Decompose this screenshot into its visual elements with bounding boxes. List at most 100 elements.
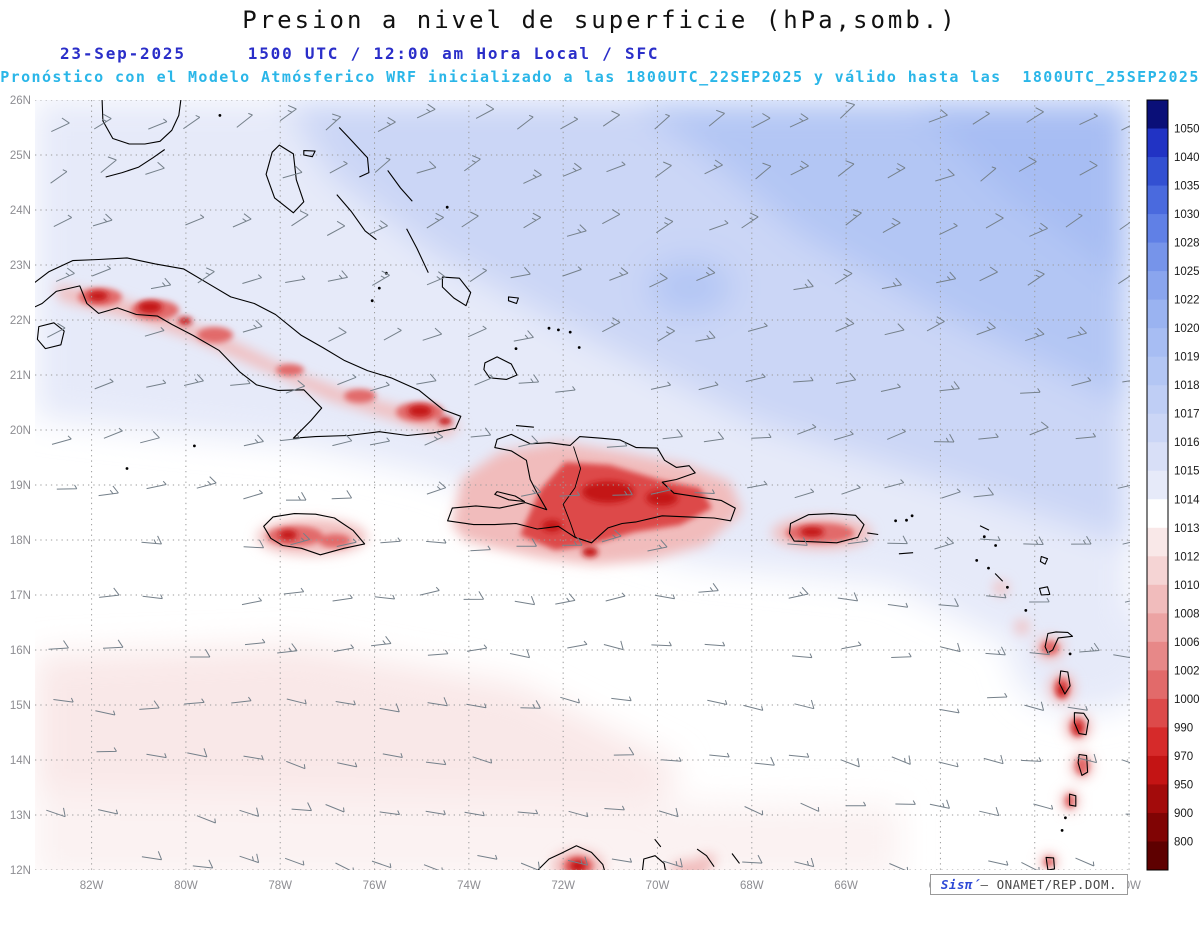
lat-tick-label: 24N bbox=[10, 205, 31, 217]
wind-barb-icon bbox=[837, 160, 855, 177]
colorbar-tick-label: 1040 bbox=[1174, 152, 1200, 164]
colorbar-tick-label: 1022 bbox=[1174, 295, 1200, 307]
lat-tick-label: 16N bbox=[10, 645, 31, 657]
wind-barb-icon bbox=[555, 386, 576, 393]
wind-barb-icon bbox=[102, 639, 124, 649]
wind-barb-icon bbox=[841, 484, 861, 495]
wind-barb-icon bbox=[146, 379, 167, 388]
lat-tick-label: 25N bbox=[10, 150, 31, 162]
wind-barb-icon bbox=[1122, 380, 1130, 383]
shading-blob bbox=[276, 364, 304, 376]
wind-barb-icon bbox=[612, 486, 633, 496]
wind-barb-icon bbox=[1029, 650, 1050, 656]
wind-barb-icon bbox=[562, 266, 582, 277]
colorbar-cell bbox=[1147, 527, 1168, 557]
colorbar-tick-label: 900 bbox=[1174, 808, 1193, 820]
lon-tick-label: 76W bbox=[363, 880, 387, 892]
wind-barb-icon bbox=[282, 165, 303, 179]
wind-barb-icon bbox=[834, 430, 854, 441]
wind-barb-icon bbox=[1029, 222, 1048, 237]
date-label: 23-Sep-2025 bbox=[60, 44, 186, 63]
wind-barb-icon bbox=[708, 109, 725, 127]
coastline-cuba bbox=[35, 257, 462, 439]
wind-barb-icon bbox=[704, 641, 726, 647]
wind-barb-icon bbox=[980, 536, 1001, 541]
islet-dot bbox=[547, 326, 551, 330]
wind-barb-icon bbox=[326, 220, 346, 236]
wind-barb-icon bbox=[978, 433, 999, 440]
shading-blob bbox=[279, 530, 297, 540]
wind-barb-icon bbox=[845, 801, 867, 807]
wind-barb-icon bbox=[337, 374, 357, 386]
pressure-shading bbox=[35, 100, 1130, 870]
axis-labels: 26N 25N 24N 23N 22N 21N 20N 19N 18N 17N 16N 15N 14N 1… bbox=[10, 95, 1141, 892]
wind-barb-icon bbox=[752, 113, 771, 129]
wind-barb-icon bbox=[99, 587, 120, 598]
colorbar-tick-label: 1020 bbox=[1174, 323, 1200, 335]
wind-barb-icon bbox=[56, 484, 78, 490]
colorbar-tick-label: 1028 bbox=[1174, 238, 1200, 250]
wind-barb-icon bbox=[426, 481, 447, 495]
wind-barb-icon bbox=[709, 752, 730, 758]
wind-barb-icon bbox=[523, 212, 542, 229]
islet-dot bbox=[577, 346, 581, 349]
colorbar-cell bbox=[1147, 812, 1168, 842]
wind-barb-icon bbox=[379, 810, 400, 816]
wind-barb-icon bbox=[1021, 757, 1042, 762]
shading-blob bbox=[88, 291, 108, 301]
wind-barb-icon bbox=[1122, 541, 1130, 545]
coastline-eleuthera bbox=[338, 127, 370, 178]
wind-barb-icon bbox=[941, 488, 961, 499]
wind-barb-icon bbox=[709, 220, 729, 231]
wind-barb-icon bbox=[938, 761, 959, 768]
wind-barb-icon bbox=[518, 435, 539, 448]
shading-blob bbox=[910, 100, 1130, 285]
wind-barb-icon bbox=[611, 696, 632, 702]
wind-barb-icon bbox=[755, 162, 772, 180]
wind-barb-icon bbox=[834, 268, 853, 285]
wind-barb-icon bbox=[789, 113, 809, 128]
wind-barb-icon bbox=[891, 652, 912, 658]
wind-barb-icon bbox=[845, 209, 862, 226]
wind-barb-icon bbox=[509, 648, 531, 659]
wind-barb-icon bbox=[416, 103, 436, 119]
islet-dot bbox=[994, 544, 997, 547]
wind-barb-icon bbox=[891, 755, 911, 765]
wind-barb-icon bbox=[973, 487, 994, 498]
colorbar-tick-label: 1002 bbox=[1174, 665, 1200, 677]
wind-barb-icon bbox=[377, 116, 396, 133]
wind-barb-icon bbox=[242, 274, 262, 284]
wind-barb-icon bbox=[146, 753, 167, 759]
colorbar-tick-label: 1016 bbox=[1174, 437, 1200, 449]
shading-blob bbox=[1044, 857, 1054, 867]
lat-tick-label: 14N bbox=[10, 755, 31, 767]
colorbar-tick-label: 970 bbox=[1174, 751, 1193, 763]
wind-barb-icon bbox=[790, 160, 809, 176]
wind-barb-icon bbox=[747, 322, 768, 332]
colorbar-cell bbox=[1147, 556, 1168, 586]
wind-barb-icon bbox=[472, 756, 493, 764]
wind-barb-icon bbox=[466, 644, 488, 652]
wind-barb-icon bbox=[95, 710, 116, 716]
wind-barb-icon bbox=[514, 596, 536, 606]
wind-barb-icon bbox=[187, 748, 208, 758]
wind-barb-icon bbox=[663, 858, 683, 868]
wind-barb-icon bbox=[650, 381, 671, 390]
wind-barb-icon bbox=[51, 435, 72, 445]
wind-barb-icon bbox=[747, 480, 768, 489]
colorbar-cell bbox=[1147, 613, 1168, 643]
wind-barb-icon bbox=[286, 760, 306, 770]
wind-barb-icon bbox=[426, 212, 444, 229]
wind-barb-icon bbox=[656, 217, 674, 234]
wind-barb-icon bbox=[196, 815, 216, 824]
wind-barb-icon bbox=[751, 433, 772, 439]
wind-barb-icon bbox=[647, 539, 668, 552]
wind-barb-icon bbox=[881, 277, 902, 290]
wind-barb-icon bbox=[150, 277, 172, 290]
wind-barb-icon bbox=[100, 156, 117, 173]
wind-barb-icon bbox=[562, 537, 583, 546]
attribution-org: ONAMET/REP.DOM. bbox=[996, 877, 1117, 892]
wind-barb-icon bbox=[933, 433, 955, 443]
colorbar: 1050 1040 1035 1030 1028 1025 1022 1020 1019 1018… bbox=[1146, 99, 1200, 871]
